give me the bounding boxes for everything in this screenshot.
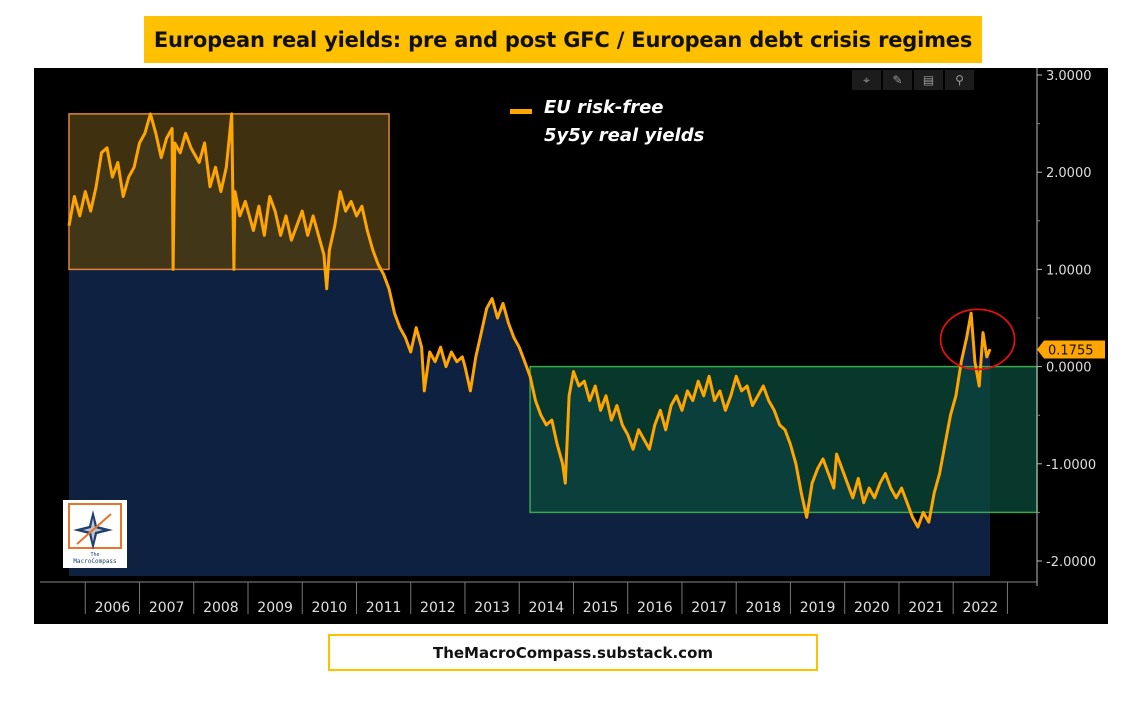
y-tick-label: 1.0000 <box>1046 263 1092 278</box>
x-tick-label: 2019 <box>800 600 836 616</box>
pencil-icon[interactable]: ✎ <box>883 70 912 90</box>
series-line <box>67 112 992 529</box>
legend-line-2: 5y5y real yields <box>544 125 705 146</box>
x-tick-label: 2008 <box>203 600 239 616</box>
x-tick-label: 2010 <box>312 600 348 616</box>
y-tick-label: 3.0000 <box>1046 69 1092 84</box>
x-tick-label: 2021 <box>908 600 944 616</box>
yield-chart: 3.0000 2.0000 1.0000 0.0000 -1.0000 -2.0000 0.… <box>40 68 1105 616</box>
legend-line-1: EU risk-free <box>544 97 664 118</box>
post-crisis-regime-box <box>529 365 1038 514</box>
x-tick-label: 2012 <box>420 600 456 616</box>
y-tick-label: 2.0000 <box>1046 166 1092 181</box>
x-tick-label: 2022 <box>962 600 998 616</box>
chart-legend: EU risk-free 5y5y real yields <box>510 94 704 150</box>
y-tick-label: 0.0000 <box>1046 361 1092 376</box>
chart-title: European real yields: pre and post GFC /… <box>144 16 982 63</box>
x-tick-label: 2007 <box>149 600 185 616</box>
x-tick-label: 2009 <box>257 600 293 616</box>
compass-star-icon <box>68 503 122 550</box>
highlight-circle <box>939 308 1016 371</box>
x-tick-label: 2006 <box>95 600 131 616</box>
table-icon[interactable]: ▤ <box>914 70 943 90</box>
footer-source[interactable]: TheMacroCompass.substack.com <box>328 634 818 671</box>
last-value-badge <box>1037 340 1105 359</box>
legend-label: EU risk-free 5y5y real yields <box>544 94 704 150</box>
x-tick-label: 2013 <box>474 600 510 616</box>
x-tick-label: 2020 <box>854 600 890 616</box>
x-tick-label: 2015 <box>583 600 619 616</box>
x-tick-label: 2014 <box>529 600 565 616</box>
logo-wordmark: The MacroCompass <box>73 552 117 565</box>
chart-toolbar: ⌖ ✎ ▤ ⚲ <box>852 70 974 90</box>
x-tick-label: 2018 <box>746 600 782 616</box>
magnifier-icon[interactable]: ⚲ <box>945 70 974 90</box>
macrocompass-logo: The MacroCompass <box>63 500 127 568</box>
y-tick-label: -2.0000 <box>1046 555 1096 570</box>
chart-panel: 3.0000 2.0000 1.0000 0.0000 -1.0000 -2.0000 0.… <box>34 68 1108 624</box>
x-tick-label: 2017 <box>691 600 727 616</box>
y-tick-label: -1.0000 <box>1046 458 1096 473</box>
last-value-label: 0.1755 <box>1048 344 1094 359</box>
x-tick-label: 2016 <box>637 600 673 616</box>
crosshair-icon[interactable]: ⌖ <box>852 70 881 90</box>
x-tick-label: 2011 <box>366 600 402 616</box>
legend-swatch <box>510 109 532 114</box>
